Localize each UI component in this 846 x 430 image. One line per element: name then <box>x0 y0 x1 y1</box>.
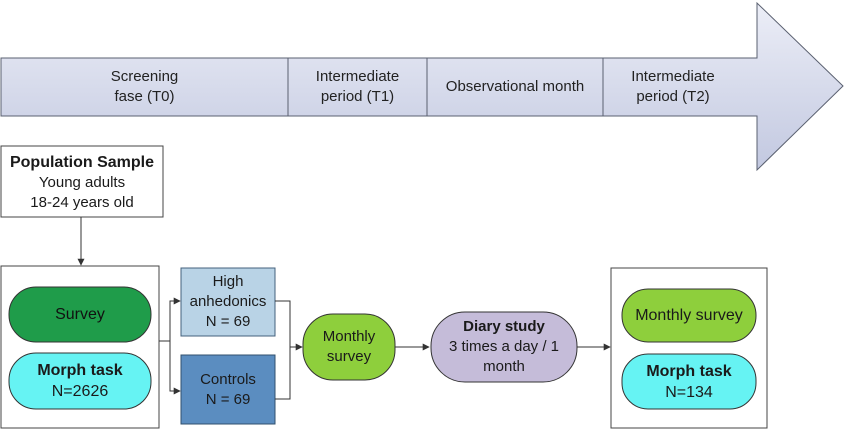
phase-observational: Observational month <box>427 58 603 116</box>
high-anhedonics-box: High anhedonics N = 69 <box>181 268 275 336</box>
merge-from-controls <box>275 343 303 400</box>
monthly-survey-node: Monthly survey <box>303 314 395 380</box>
diary-line2: month <box>483 358 525 375</box>
population-line2: 18-24 years old <box>30 193 134 211</box>
morph-pill-shape <box>8 352 152 410</box>
final-survey-label: Monthly survey <box>635 307 743 324</box>
phase-intermediate-t2: Intermediate period (T2) <box>603 58 757 116</box>
population-box: Population Sample Young adults 18-24 yea… <box>1 148 163 216</box>
morph-task-pill: Morph task N=2626 <box>9 353 151 409</box>
merge-from-high <box>275 300 302 348</box>
morph-task-n: N=2626 <box>51 383 109 400</box>
final-morph-task-pill: Morph task N=134 <box>622 354 756 409</box>
phase-observational-line1: Observational month <box>445 78 585 95</box>
phase-t2-line1: Intermediate <box>631 68 715 85</box>
phase-t1-line2: period (T1) <box>320 88 395 105</box>
controls-line1: Controls <box>200 370 256 388</box>
high-n: N = 69 <box>205 313 251 330</box>
phase-screening-line1: Screening <box>110 68 179 85</box>
controls-box: Controls N = 69 <box>181 355 275 424</box>
high-box-shape <box>180 267 276 337</box>
high-line2: anhedonics <box>189 293 267 310</box>
diary-line1: 3 times a day / 1 <box>448 338 560 355</box>
final-monthly-survey-pill: Monthly survey <box>622 289 756 342</box>
population-title: Population Sample <box>9 153 154 171</box>
timeline-arrow <box>0 1 844 172</box>
final-survey-shape <box>621 288 757 343</box>
population-box-shape <box>0 145 164 218</box>
monthly-line2: survey <box>326 348 372 365</box>
monthly-line1: Monthly <box>322 328 376 345</box>
phase-screening-line2: fase (T0) <box>114 88 175 105</box>
controls-box-shape <box>180 354 276 425</box>
diary-title: Diary study <box>463 318 545 335</box>
survey-pill: Survey <box>9 287 151 342</box>
phase-t1-line1: Intermediate <box>315 68 400 85</box>
phase-screening: Screening fase (T0) <box>1 58 288 116</box>
branch-to-controls <box>159 340 181 395</box>
branch-to-high <box>159 297 181 342</box>
diary-study-node: Diary study 3 times a day / 1 month <box>431 312 577 382</box>
morph-task-title: Morph task <box>37 362 123 379</box>
final-morph-shape <box>621 353 757 410</box>
final-morph-title: Morph task <box>646 362 732 380</box>
high-line1: High <box>212 273 244 290</box>
survey-pill-shape <box>8 286 152 343</box>
final-morph-n: N=134 <box>665 383 713 401</box>
population-line1: Young adults <box>38 173 126 191</box>
phase-intermediate-t1: Intermediate period (T1) <box>288 58 427 116</box>
controls-n: N = 69 <box>205 390 251 408</box>
phase-t2-line2: period (T2) <box>636 88 710 105</box>
survey-label: Survey <box>55 306 105 323</box>
